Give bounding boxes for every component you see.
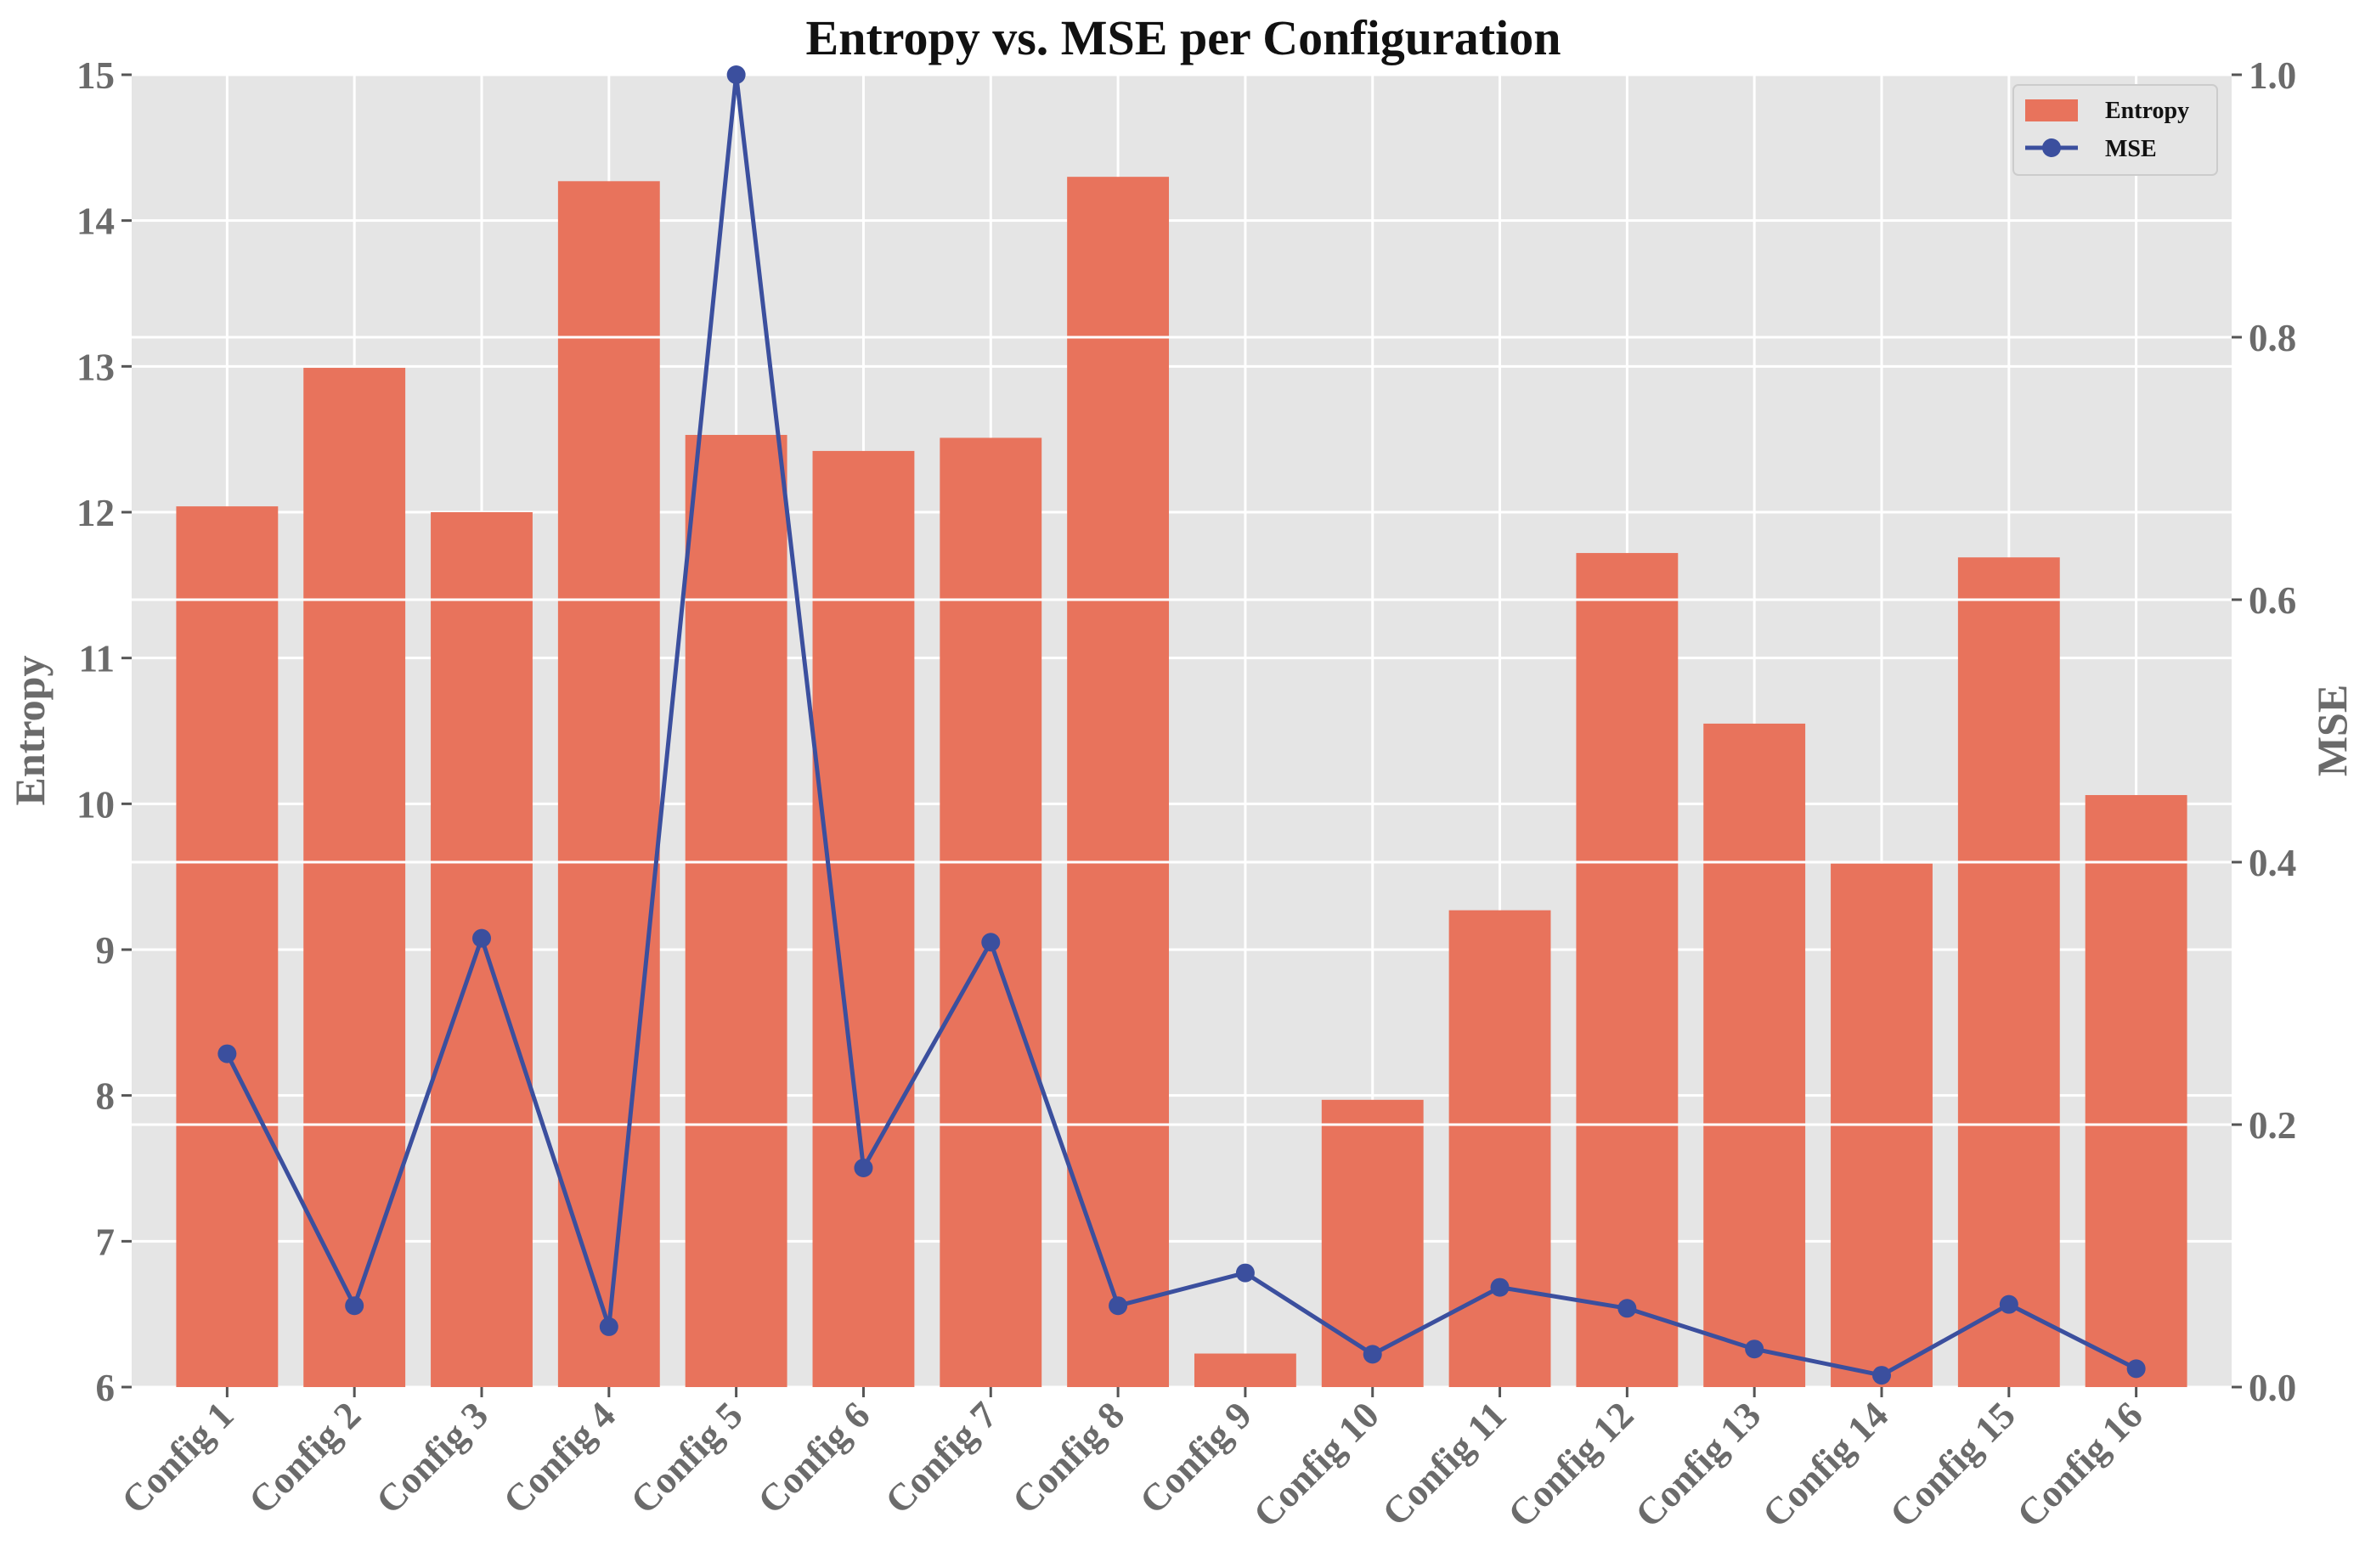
mse-point bbox=[1490, 1278, 1510, 1297]
mse-point bbox=[345, 1296, 364, 1316]
y-right-tick-label: 0.0 bbox=[2249, 1367, 2296, 1409]
x-tick-label: Config 9 bbox=[1132, 1394, 1260, 1522]
entropy-bars bbox=[132, 177, 2232, 1388]
mse-point bbox=[2126, 1359, 2146, 1379]
x-tick-label: Config 4 bbox=[495, 1394, 624, 1522]
x-tick-label: Config 13 bbox=[1627, 1394, 1769, 1536]
y-left-tick-label: 6 bbox=[96, 1367, 116, 1409]
x-tick-label: Config 16 bbox=[2009, 1394, 2151, 1536]
legend-mse-label: MSE bbox=[2105, 136, 2157, 162]
legend: Entropy MSE bbox=[2012, 84, 2218, 176]
y-right-tick-label: 1.0 bbox=[2249, 54, 2296, 97]
entropy-bar bbox=[303, 368, 406, 1387]
mse-point bbox=[1999, 1294, 2018, 1314]
y-left-tick-label: 15 bbox=[76, 54, 115, 97]
entropy-bar bbox=[685, 435, 787, 1388]
y-right-tick-label: 0.2 bbox=[2249, 1104, 2296, 1147]
entropy-bar bbox=[176, 506, 279, 1388]
mse-point bbox=[217, 1044, 237, 1063]
mse-point bbox=[1617, 1299, 1637, 1318]
mse-point bbox=[981, 933, 1001, 952]
entropy-bar bbox=[557, 181, 660, 1388]
legend-entropy-swatch bbox=[2025, 99, 2078, 121]
mse-point bbox=[1363, 1345, 1382, 1364]
entropy-bar bbox=[1957, 557, 2060, 1387]
entropy-bar bbox=[1576, 553, 1679, 1387]
x-tick-label: Config 11 bbox=[1374, 1394, 1514, 1534]
y-right-tick-label: 0.4 bbox=[2249, 842, 2296, 884]
x-tick-label: Config 12 bbox=[1499, 1394, 1641, 1536]
y-left-tick-label: 9 bbox=[96, 929, 116, 972]
entropy-bar bbox=[1321, 1099, 1424, 1387]
x-tick-label: Config 7 bbox=[877, 1394, 1005, 1522]
y-left-tick-label: 8 bbox=[96, 1075, 116, 1118]
entropy-bar bbox=[1448, 910, 1551, 1387]
x-tick-label: Config 3 bbox=[368, 1394, 496, 1522]
entropy-bar bbox=[1067, 177, 1170, 1388]
y-axis-left-label: Entropy bbox=[6, 656, 54, 806]
legend-entropy-label: Entropy bbox=[2105, 98, 2189, 124]
y-left-tick-label: 14 bbox=[76, 200, 115, 243]
entropy-bar bbox=[940, 437, 1042, 1388]
y-left-tick-label: 10 bbox=[76, 783, 115, 826]
mse-line-series bbox=[217, 65, 2146, 1385]
x-tick-label: Config 10 bbox=[1245, 1394, 1387, 1536]
legend-mse-marker bbox=[2042, 138, 2061, 157]
y-left-tick-label: 7 bbox=[96, 1221, 116, 1263]
mse-point bbox=[1745, 1340, 1764, 1359]
x-tick-label: Config 2 bbox=[240, 1394, 369, 1522]
y-left-tick-label: 12 bbox=[76, 492, 115, 534]
x-tick-label: Config 1 bbox=[113, 1394, 241, 1522]
x-tick-label: Config 5 bbox=[623, 1394, 751, 1522]
entropy-bar bbox=[1194, 1353, 1296, 1387]
mse-point bbox=[1872, 1366, 1891, 1385]
y-axis-right-label: MSE bbox=[2308, 685, 2356, 776]
y-right-tick-label: 0.8 bbox=[2249, 317, 2296, 359]
entropy-bar bbox=[1703, 723, 1806, 1387]
x-tick-label: Config 14 bbox=[1754, 1394, 1896, 1536]
mse-point bbox=[599, 1317, 618, 1336]
entropy-bar bbox=[2085, 795, 2187, 1387]
chart-title: Entropy vs. MSE per Configuration bbox=[806, 10, 1561, 65]
mse-line bbox=[225, 72, 2137, 1378]
mse-point bbox=[854, 1158, 873, 1177]
x-tick-label: Config 8 bbox=[1004, 1394, 1132, 1522]
y-left-tick-label: 13 bbox=[76, 346, 115, 388]
mse-point bbox=[726, 65, 746, 84]
x-tick-label: Config 6 bbox=[749, 1394, 878, 1522]
entropy-bar bbox=[812, 450, 915, 1387]
y-left-tick-label: 11 bbox=[78, 638, 115, 680]
entropy-bar bbox=[431, 512, 533, 1387]
mse-point bbox=[1109, 1296, 1128, 1316]
mse-point bbox=[472, 928, 491, 948]
y-right-tick-label: 0.6 bbox=[2249, 579, 2296, 622]
mse-point bbox=[1235, 1263, 1255, 1283]
x-tick-label: Config 15 bbox=[1882, 1394, 2024, 1536]
